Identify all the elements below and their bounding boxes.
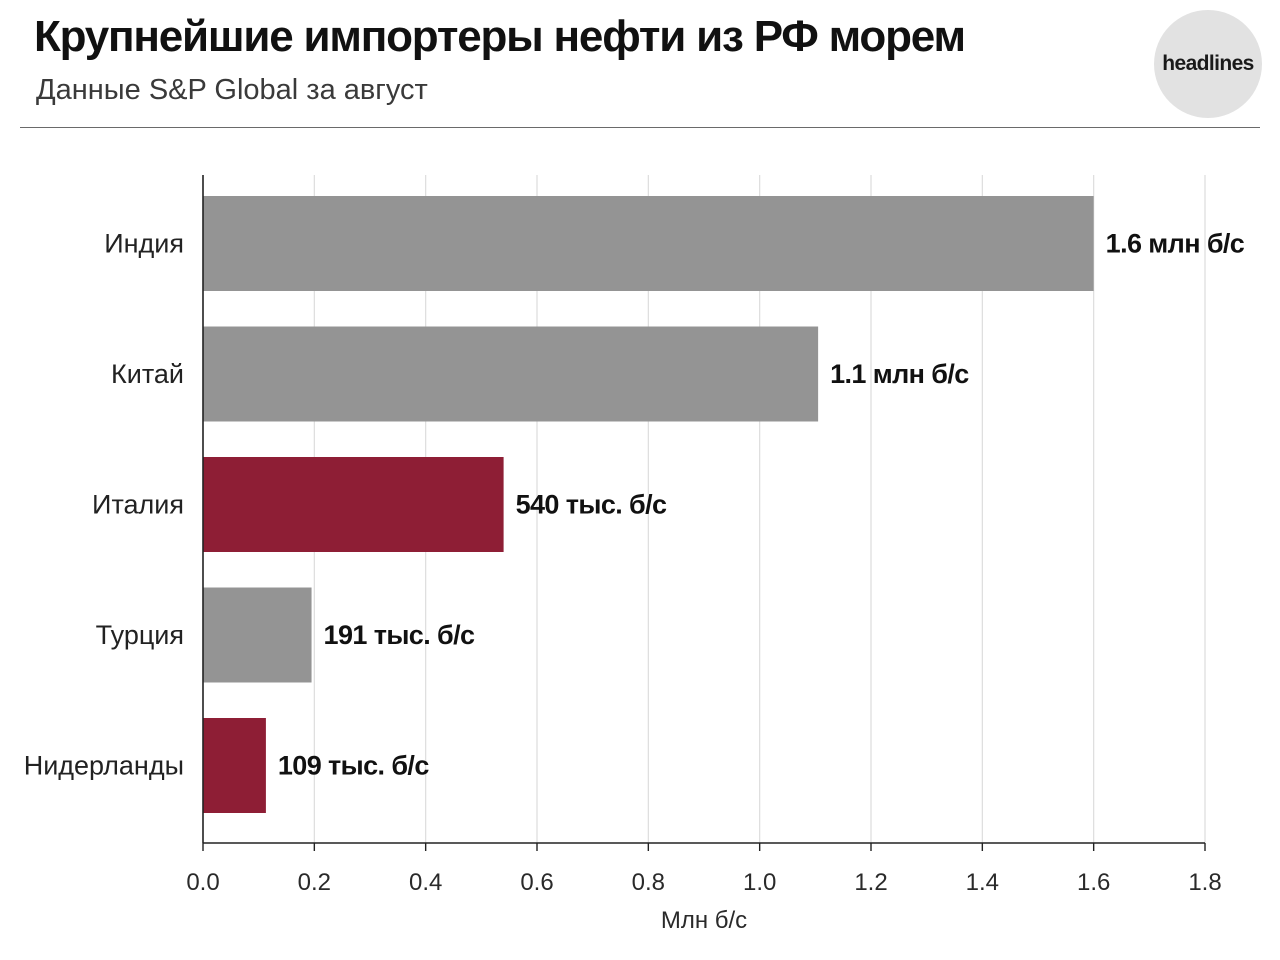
bar [203,196,1094,291]
x-tick-label: 1.2 [854,869,887,896]
category-label: Китай [111,359,184,389]
category-label: Индия [104,229,184,259]
headlines-logo: headlines [1154,10,1262,118]
data-label: 540 тыс. б/с [516,490,667,520]
x-tick-label: 1.8 [1188,869,1221,896]
x-tick-label: 0.0 [186,869,219,896]
bars [203,196,1094,813]
header-divider [20,127,1260,128]
x-tick-label: 0.6 [520,869,553,896]
data-label: 191 тыс. б/с [324,620,475,650]
x-tick-label: 0.4 [409,869,442,896]
x-tick-label: 0.8 [632,869,665,896]
x-tick-label: 0.2 [298,869,331,896]
bar [203,587,312,683]
bar [203,457,504,552]
x-tick-label: 1.6 [1077,869,1110,896]
chart-title: Крупнейшие импортеры нефти из РФ морем [34,12,966,61]
category-label: Турция [96,620,184,650]
chart-subtitle: Данные S&P Global за август [36,74,428,106]
x-axis-title: Млн б/с [661,907,747,934]
data-label: 1.6 млн б/с [1106,229,1245,259]
logo-text: headlines [1162,52,1254,75]
bar [203,326,819,422]
axes [202,175,1206,851]
category-label: Нидерланды [24,751,184,781]
data-label: 109 тыс. б/с [278,751,429,781]
x-tick-label: 1.0 [743,869,776,896]
data-label: 1.1 млн б/с [830,359,969,389]
x-tick-label: 1.4 [966,869,999,896]
bar [203,718,266,813]
labels: 0.0 0.2 0.4 0.6 0.8 1.0 1.2 1.4 1.6 1.8 Индия 1.6 м… [24,229,1246,935]
category-label: Италия [92,490,184,520]
